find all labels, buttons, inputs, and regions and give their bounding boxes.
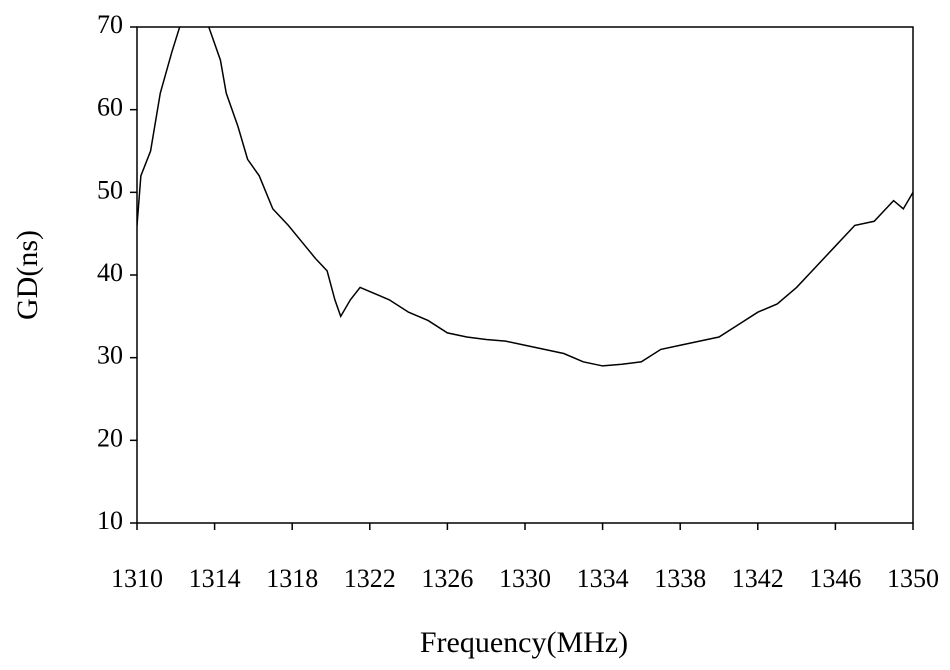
y-tick-label: 50 (97, 175, 123, 204)
x-tick-label: 1350 (887, 564, 939, 593)
y-tick-label: 60 (97, 93, 123, 122)
y-tick-label: 30 (97, 341, 123, 370)
x-tick-label: 1346 (809, 564, 861, 593)
x-tick-label: 1338 (654, 564, 706, 593)
plot-frame (136, 26, 914, 524)
y-tick-label: 70 (97, 10, 123, 39)
x-tick-label: 1314 (189, 564, 241, 593)
y-axis-label: GD(ns) (11, 230, 44, 320)
x-axis-label: Frequency(MHz) (420, 626, 628, 659)
data-line (137, 27, 913, 367)
x-tick-label: 1342 (732, 564, 784, 593)
x-tick-label: 1310 (111, 564, 163, 593)
y-tick-label: 10 (97, 506, 123, 535)
x-tick-label: 1334 (577, 564, 629, 593)
x-tick-label: 1330 (499, 564, 551, 593)
x-tick-label: 1326 (421, 564, 473, 593)
y-tick-label: 20 (97, 423, 123, 452)
x-tick-label: 1322 (344, 564, 396, 593)
x-tick-label: 1318 (266, 564, 318, 593)
y-tick-label: 40 (97, 258, 123, 287)
